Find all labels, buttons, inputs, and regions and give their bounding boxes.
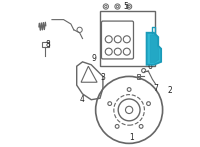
Text: 5: 5 [124, 2, 129, 11]
Text: 1: 1 [130, 133, 134, 142]
Text: 8: 8 [45, 40, 50, 49]
Text: 9: 9 [92, 54, 97, 64]
Text: 2: 2 [168, 86, 172, 95]
Text: 7: 7 [153, 83, 158, 93]
Text: 6: 6 [147, 62, 152, 71]
Text: 3: 3 [100, 73, 105, 82]
Polygon shape [147, 33, 161, 65]
Polygon shape [150, 35, 159, 63]
Text: 4: 4 [80, 95, 85, 104]
